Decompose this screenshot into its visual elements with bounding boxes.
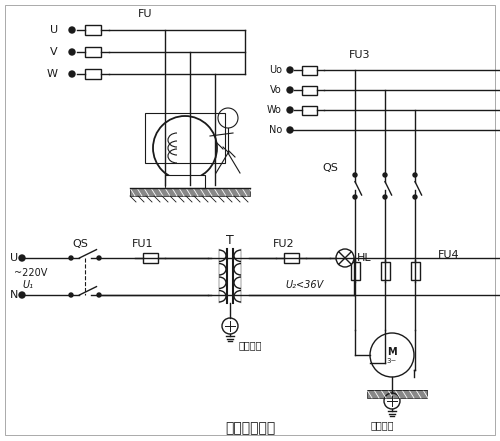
- Text: No: No: [269, 125, 282, 135]
- Bar: [302, 105, 316, 115]
- Bar: [302, 66, 316, 75]
- Bar: [85, 47, 101, 57]
- Text: U₂<36V: U₂<36V: [286, 280, 324, 290]
- Text: Uo: Uo: [269, 65, 282, 75]
- Circle shape: [287, 127, 293, 133]
- Text: QS: QS: [72, 239, 88, 249]
- Text: Vo: Vo: [270, 85, 282, 95]
- Bar: [284, 253, 298, 263]
- Text: U: U: [10, 253, 18, 263]
- Bar: [85, 69, 101, 79]
- Circle shape: [413, 173, 417, 177]
- Circle shape: [69, 256, 73, 260]
- Circle shape: [69, 71, 75, 77]
- Bar: [367, 390, 427, 398]
- Circle shape: [287, 67, 293, 73]
- Text: QS: QS: [322, 163, 338, 173]
- Text: FU: FU: [138, 9, 152, 19]
- Circle shape: [69, 27, 75, 33]
- Circle shape: [97, 256, 101, 260]
- Text: 保护接地电路: 保护接地电路: [225, 421, 275, 435]
- Circle shape: [413, 195, 417, 199]
- Text: 3~: 3~: [387, 358, 397, 364]
- Text: M: M: [387, 347, 397, 357]
- Bar: [85, 25, 101, 35]
- Text: 保护接地: 保护接地: [370, 420, 394, 430]
- Circle shape: [336, 249, 354, 267]
- Circle shape: [287, 107, 293, 113]
- Bar: [142, 253, 158, 263]
- Text: T: T: [226, 233, 234, 247]
- Circle shape: [383, 195, 387, 199]
- Text: 保护接地: 保护接地: [238, 340, 262, 350]
- Circle shape: [353, 195, 357, 199]
- Bar: [350, 262, 360, 280]
- Circle shape: [97, 293, 101, 297]
- Circle shape: [69, 49, 75, 55]
- Circle shape: [69, 293, 73, 297]
- Circle shape: [153, 116, 217, 180]
- Text: FU1: FU1: [132, 239, 154, 249]
- Circle shape: [287, 87, 293, 93]
- Bar: [410, 262, 420, 280]
- Circle shape: [370, 333, 414, 377]
- Text: FU2: FU2: [273, 239, 295, 249]
- Text: U: U: [50, 25, 58, 35]
- Text: W: W: [47, 69, 58, 79]
- Text: ~220V: ~220V: [14, 268, 48, 278]
- Text: N: N: [10, 290, 18, 300]
- Text: FU4: FU4: [438, 250, 460, 260]
- Bar: [302, 86, 316, 94]
- Bar: [380, 262, 390, 280]
- Text: Wo: Wo: [267, 105, 282, 115]
- Circle shape: [19, 292, 25, 298]
- Bar: [130, 188, 250, 196]
- Text: V: V: [50, 47, 58, 57]
- Circle shape: [19, 255, 25, 261]
- Text: HL: HL: [357, 253, 372, 263]
- Bar: [145, 113, 225, 163]
- Circle shape: [383, 173, 387, 177]
- Bar: [165, 175, 205, 188]
- Text: FU3: FU3: [349, 50, 371, 60]
- Circle shape: [353, 173, 357, 177]
- Text: U₁: U₁: [22, 280, 33, 290]
